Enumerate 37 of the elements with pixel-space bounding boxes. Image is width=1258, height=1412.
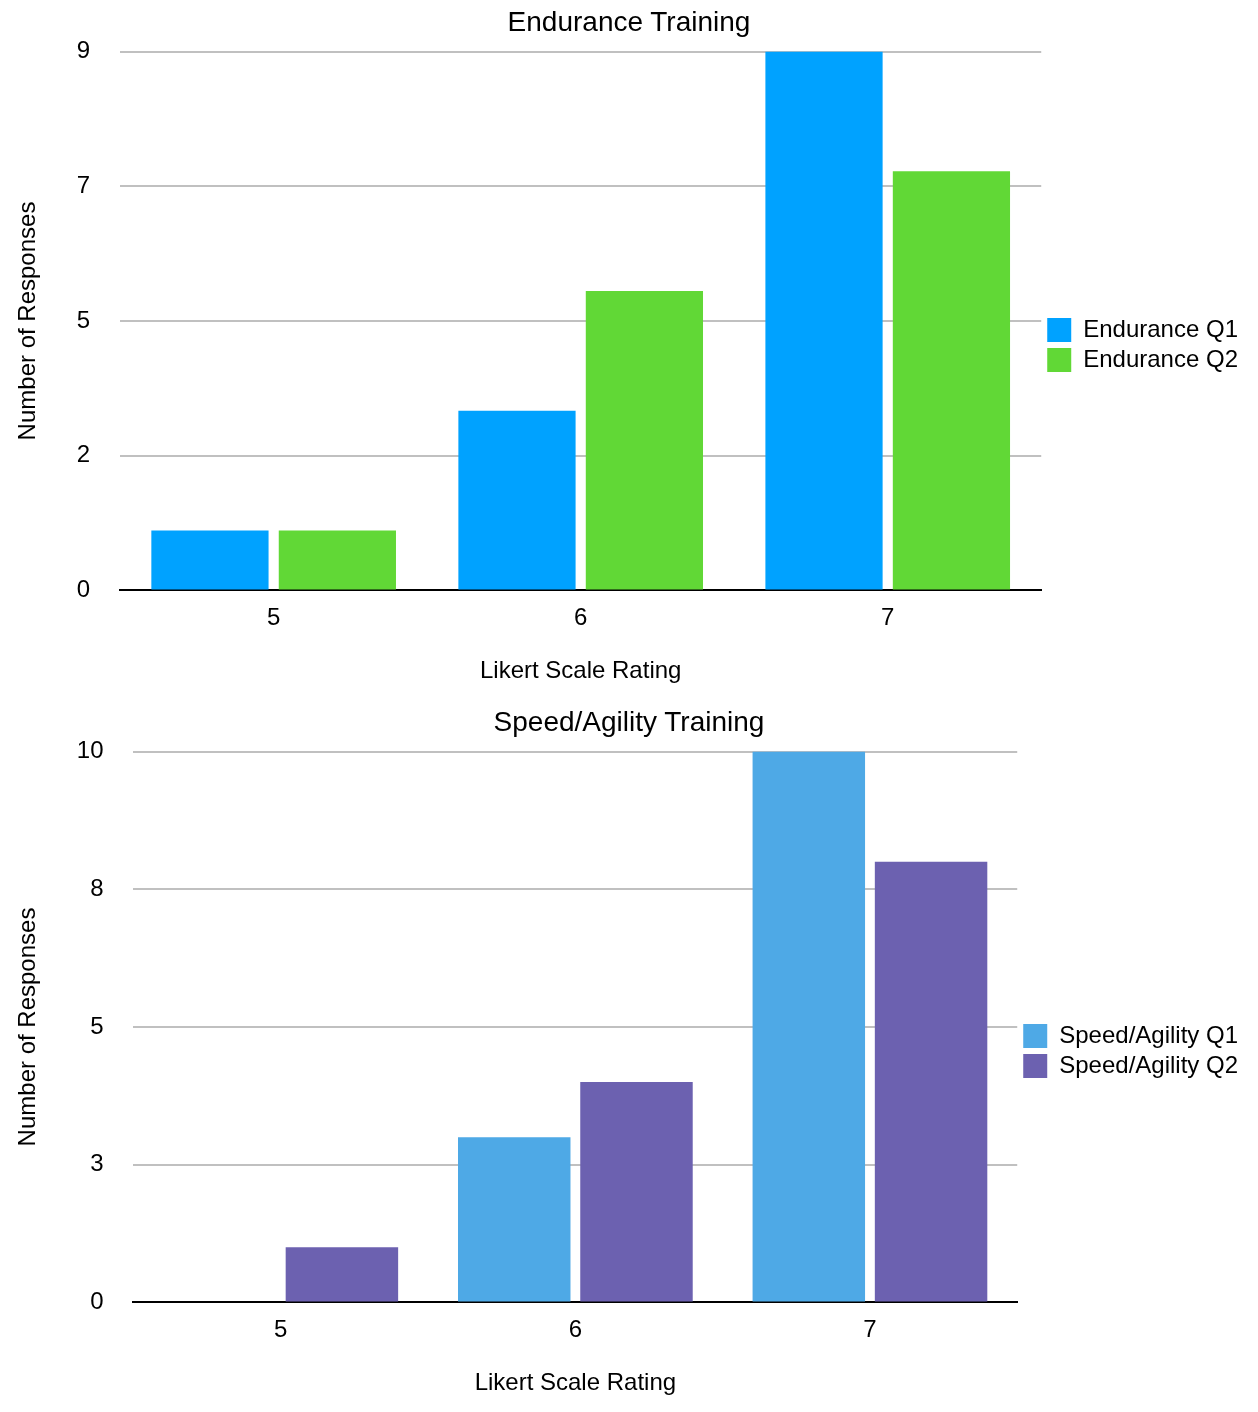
bar xyxy=(892,171,1011,590)
x-tick-label: 5 xyxy=(274,1315,288,1343)
y-tick-label: 7 xyxy=(76,170,91,198)
chart-title: Endurance Training xyxy=(507,5,751,37)
x-tick-label: 6 xyxy=(574,603,588,631)
bar xyxy=(580,1082,693,1302)
x-tick-label: 7 xyxy=(881,603,895,631)
y-tick-label: 0 xyxy=(76,575,91,603)
y-tick-label: 0 xyxy=(90,1287,104,1315)
legend-label: Endurance Q2 xyxy=(1083,344,1239,372)
bar xyxy=(874,861,988,1302)
x-tick-label: 6 xyxy=(568,1315,583,1343)
y-tick-label: 8 xyxy=(90,873,104,901)
bar xyxy=(752,751,866,1302)
bar xyxy=(458,1137,571,1302)
legend-label: Endurance Q1 xyxy=(1083,314,1239,342)
x-axis-title: Likert Scale Rating xyxy=(474,1368,677,1396)
y-axis-title: Number of Responses xyxy=(13,201,41,441)
bar xyxy=(765,51,883,590)
bar xyxy=(151,530,269,590)
bar xyxy=(285,1247,399,1302)
y-tick-label: 5 xyxy=(76,305,91,333)
bar xyxy=(458,410,576,590)
x-tick-label: 7 xyxy=(863,1315,877,1343)
bar xyxy=(585,291,704,590)
bar xyxy=(278,530,396,590)
y-tick-label: 10 xyxy=(76,736,104,764)
legend-label: Speed/Agility Q1 xyxy=(1059,1020,1239,1048)
y-tick-label: 9 xyxy=(76,36,91,64)
chart-title: Speed/Agility Training xyxy=(493,705,765,737)
y-tick-label: 3 xyxy=(90,1149,104,1177)
y-tick-label: 2 xyxy=(76,440,91,468)
y-tick-label: 5 xyxy=(90,1011,104,1039)
legend-label: Speed/Agility Q2 xyxy=(1059,1050,1239,1078)
x-tick-label: 5 xyxy=(266,603,281,631)
x-axis-title: Likert Scale Rating xyxy=(479,656,682,684)
y-axis-title: Number of Responses xyxy=(13,907,41,1147)
